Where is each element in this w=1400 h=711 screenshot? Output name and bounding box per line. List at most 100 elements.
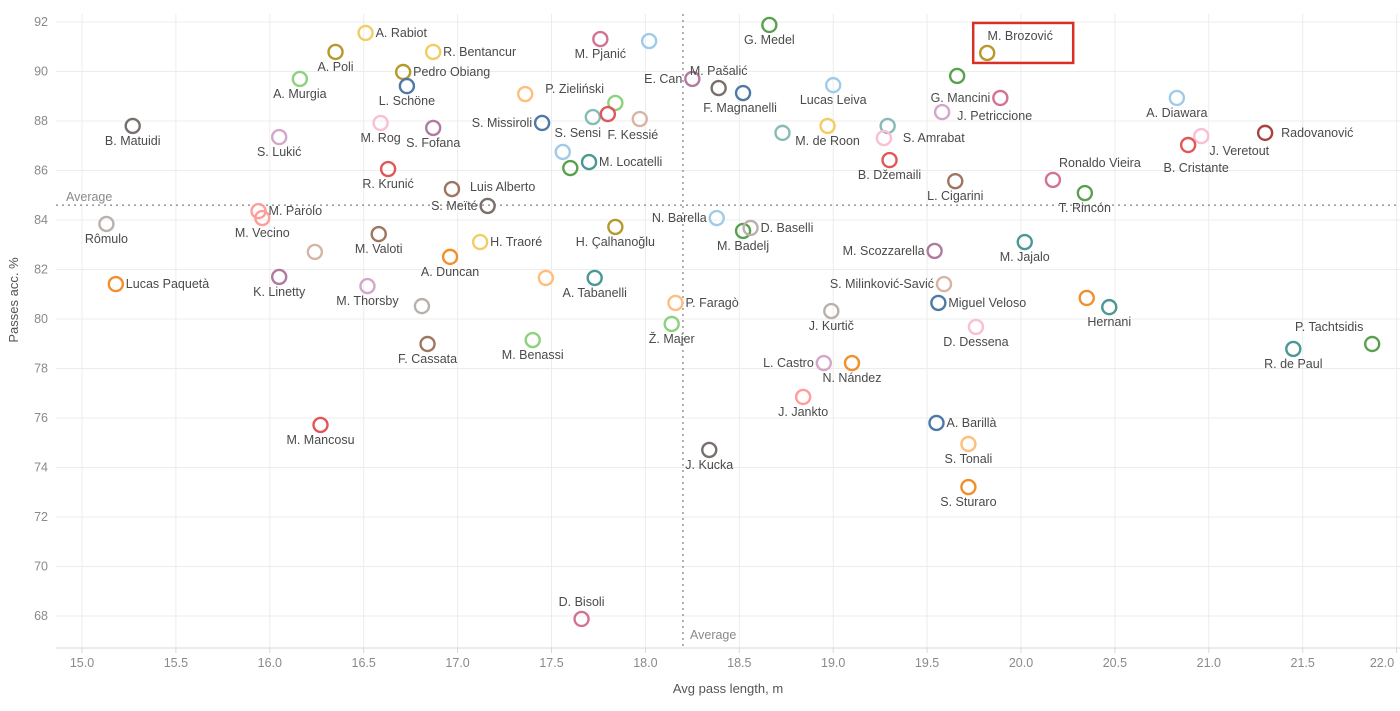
average-y-label: Average xyxy=(66,190,112,204)
data-point[interactable] xyxy=(441,248,459,266)
data-point[interactable] xyxy=(930,294,947,312)
data-point[interactable] xyxy=(312,416,329,434)
point-label: A. Poli xyxy=(317,60,353,74)
data-point[interactable] xyxy=(881,151,898,169)
data-point[interactable] xyxy=(254,209,271,227)
data-point[interactable] xyxy=(537,269,555,287)
x-tick-label: 20.0 xyxy=(1009,656,1033,670)
data-point[interactable] xyxy=(667,294,684,312)
data-point[interactable] xyxy=(1193,127,1210,145)
data-point[interactable] xyxy=(1044,171,1062,189)
data-point[interactable] xyxy=(413,297,431,315)
data-point[interactable] xyxy=(107,275,125,293)
data-point[interactable] xyxy=(1285,340,1302,358)
data-point[interactable] xyxy=(1168,89,1186,107)
data-point[interactable] xyxy=(419,335,436,353)
data-point[interactable] xyxy=(98,215,115,233)
point-label: Hernani xyxy=(1087,315,1131,329)
data-point[interactable] xyxy=(742,219,759,237)
data-point[interactable] xyxy=(554,143,571,161)
data-point[interactable] xyxy=(479,197,496,215)
data-point[interactable] xyxy=(684,70,701,88)
data-point[interactable] xyxy=(774,124,791,142)
data-point[interactable] xyxy=(1363,335,1381,353)
data-point[interactable] xyxy=(584,108,602,126)
data-point[interactable] xyxy=(819,117,836,135)
data-point[interactable] xyxy=(517,85,534,103)
data-point[interactable] xyxy=(948,67,966,85)
x-tick-label: 19.5 xyxy=(915,656,939,670)
data-point[interactable] xyxy=(372,114,389,132)
data-point[interactable] xyxy=(823,302,840,320)
data-point[interactable] xyxy=(663,315,680,333)
data-point[interactable] xyxy=(640,32,658,50)
y-tick-label: 74 xyxy=(34,461,48,475)
data-point[interactable] xyxy=(933,103,951,121)
point-label: M. Valoti xyxy=(355,242,403,256)
data-point[interactable] xyxy=(306,243,324,261)
data-point[interactable] xyxy=(843,354,861,372)
data-point[interactable] xyxy=(607,218,624,236)
data-point[interactable] xyxy=(967,318,985,336)
y-tick-label: 86 xyxy=(34,164,48,178)
data-point[interactable] xyxy=(992,89,1009,107)
data-point[interactable] xyxy=(960,478,977,496)
data-point[interactable] xyxy=(357,24,374,42)
point-label: R. de Paul xyxy=(1264,357,1322,371)
data-point[interactable] xyxy=(761,16,778,34)
point-label: A. Tabanelli xyxy=(562,286,626,300)
data-point[interactable] xyxy=(734,222,752,240)
data-point[interactable] xyxy=(443,180,461,198)
y-tick-label: 68 xyxy=(34,609,48,623)
data-point[interactable] xyxy=(398,77,416,95)
point-label: G. Mancini xyxy=(931,91,991,105)
data-point[interactable] xyxy=(270,128,288,146)
data-point[interactable] xyxy=(359,277,376,295)
data-point[interactable] xyxy=(379,160,397,178)
data-point[interactable] xyxy=(701,441,718,459)
data-point[interactable] xyxy=(935,275,953,293)
data-point[interactable] xyxy=(978,44,996,62)
data-point[interactable] xyxy=(926,242,943,260)
point-label: M. Jajalo xyxy=(1000,250,1050,264)
data-point[interactable] xyxy=(270,268,288,286)
data-point[interactable] xyxy=(1101,298,1118,316)
x-tick-label: 19.0 xyxy=(821,656,845,670)
data-point[interactable] xyxy=(327,43,344,61)
data-point[interactable] xyxy=(708,209,725,227)
data-point[interactable] xyxy=(1256,124,1274,142)
data-point[interactable] xyxy=(1076,184,1094,202)
data-point[interactable] xyxy=(710,79,727,97)
data-point[interactable] xyxy=(573,610,590,628)
data-point[interactable] xyxy=(734,84,752,102)
data-point[interactable] xyxy=(825,76,842,94)
data-point[interactable] xyxy=(291,70,309,88)
data-point[interactable] xyxy=(424,43,442,61)
data-point[interactable] xyxy=(586,269,603,287)
data-point[interactable] xyxy=(524,331,541,349)
point-label: Ž. Majer xyxy=(649,331,695,346)
data-point[interactable] xyxy=(124,117,141,135)
data-point[interactable] xyxy=(607,94,624,112)
data-point[interactable] xyxy=(370,225,387,243)
data-point[interactable] xyxy=(815,354,833,372)
data-point[interactable] xyxy=(1078,289,1095,307)
data-point[interactable] xyxy=(562,159,579,177)
data-point[interactable] xyxy=(1016,233,1033,251)
data-point[interactable] xyxy=(599,105,617,123)
data-point[interactable] xyxy=(947,172,964,190)
data-point[interactable] xyxy=(1179,136,1197,154)
point-label: A. Rabiot xyxy=(376,26,428,40)
data-point[interactable] xyxy=(875,129,893,147)
data-point[interactable] xyxy=(794,388,812,406)
data-point[interactable] xyxy=(631,110,648,128)
y-tick-label: 78 xyxy=(34,362,48,376)
data-point[interactable] xyxy=(471,233,489,251)
data-point[interactable] xyxy=(533,114,551,132)
data-point[interactable] xyxy=(580,153,598,171)
data-point[interactable] xyxy=(960,435,977,453)
data-point[interactable] xyxy=(928,414,945,432)
data-point[interactable] xyxy=(424,119,442,137)
data-point[interactable] xyxy=(592,30,609,48)
